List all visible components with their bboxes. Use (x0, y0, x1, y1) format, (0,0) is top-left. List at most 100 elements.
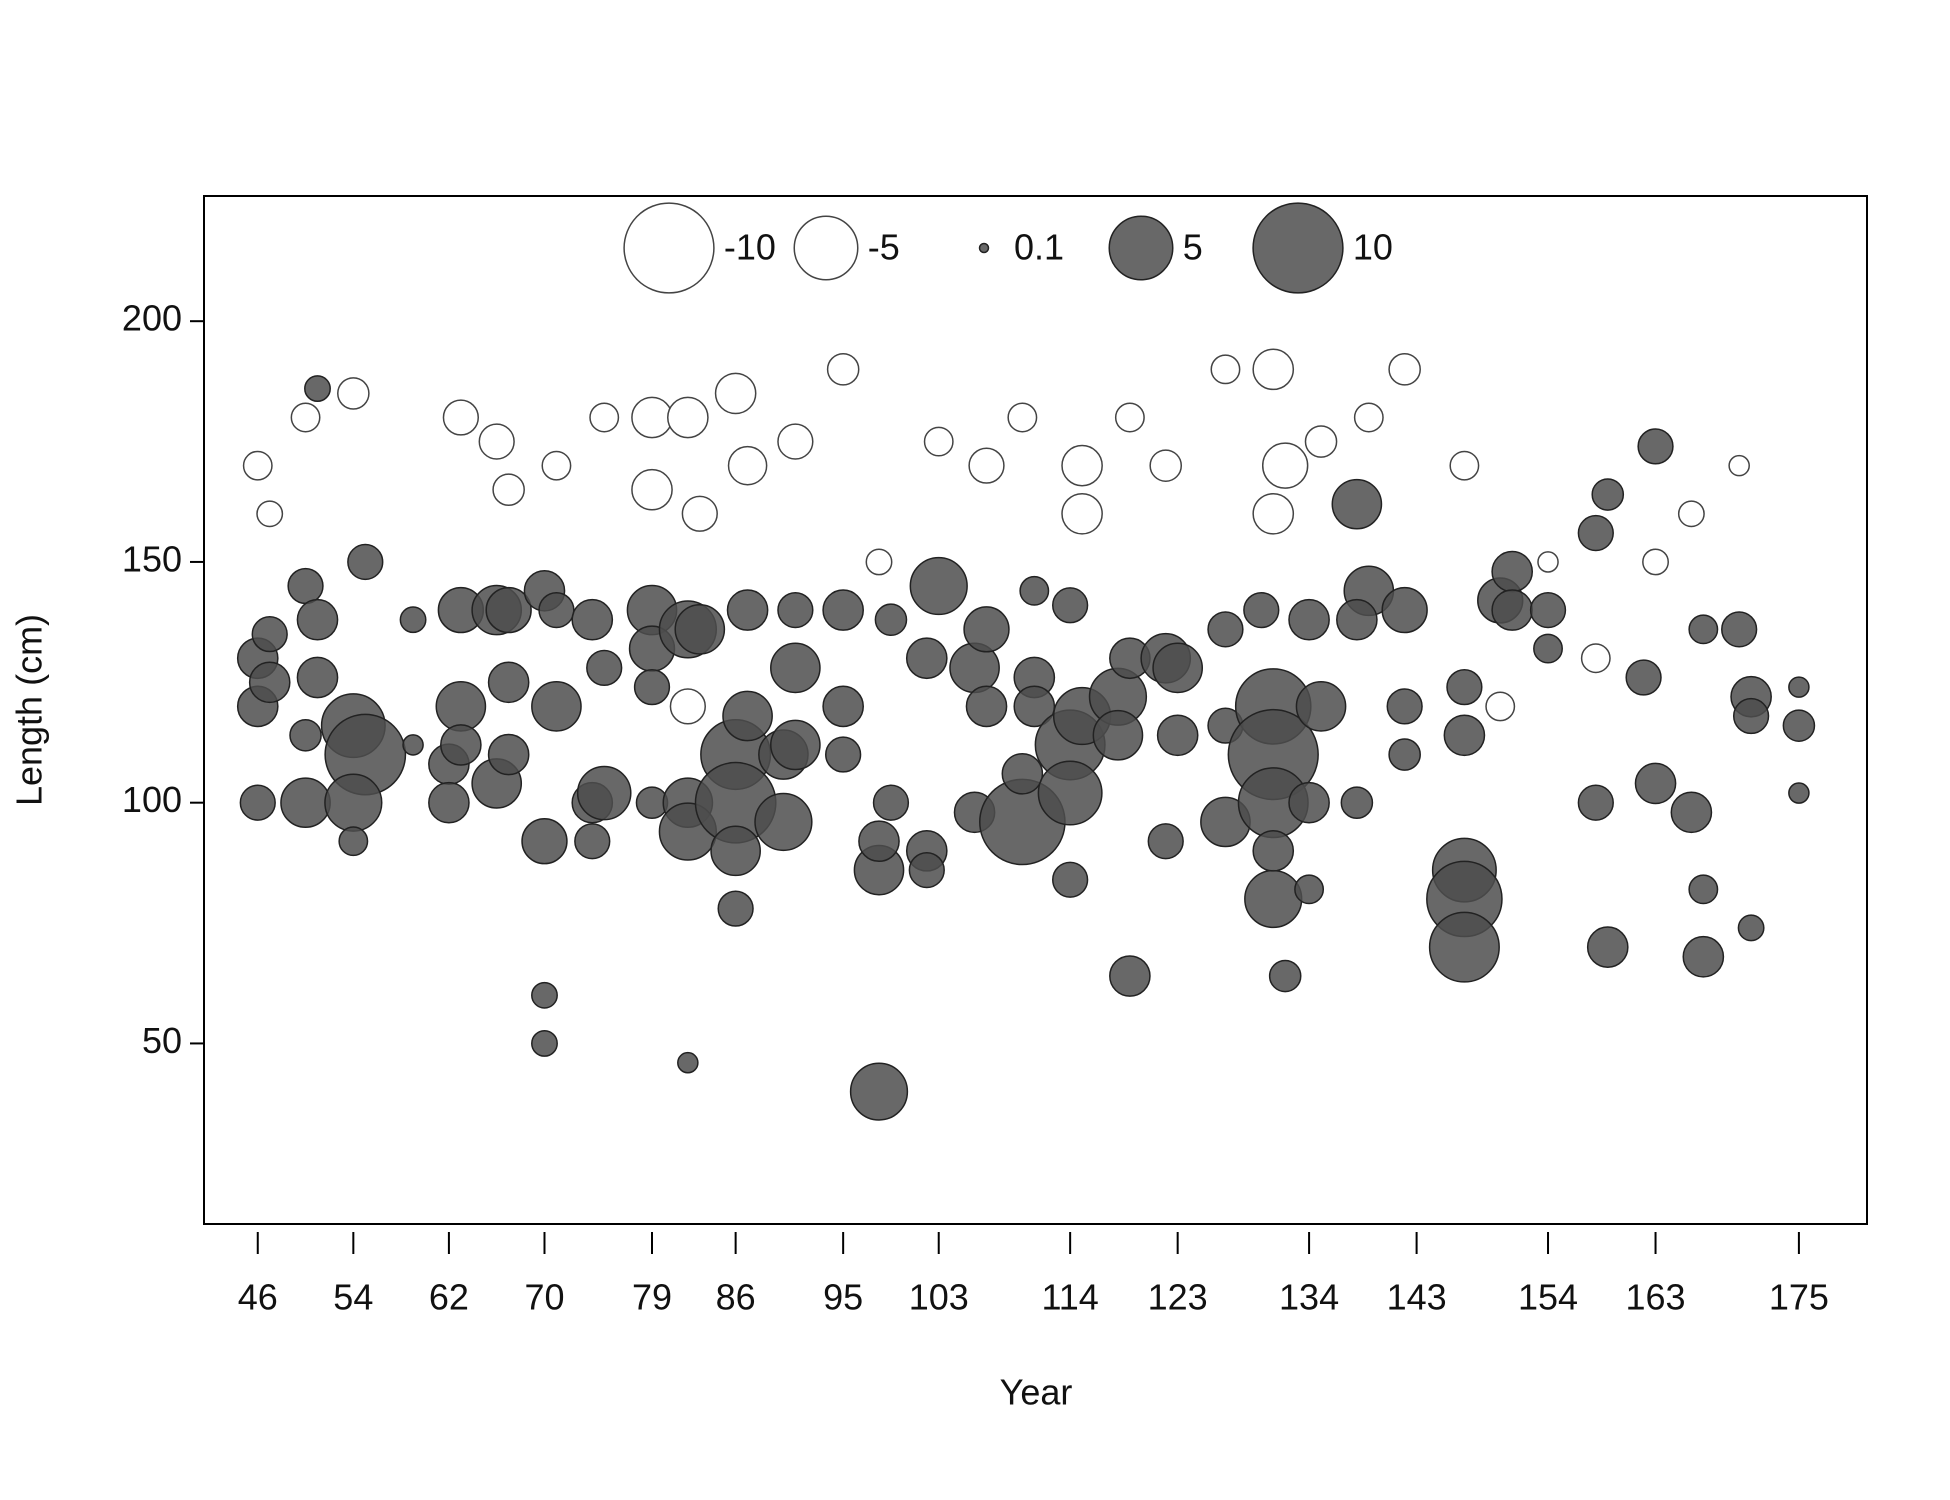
legend-label: 10 (1353, 227, 1393, 268)
bubble (1007, 402, 1038, 433)
bubble (874, 603, 908, 637)
x-tick-label: 123 (1148, 1277, 1208, 1318)
bubble (1533, 633, 1563, 664)
bubble (531, 1029, 558, 1057)
y-axis-label: Length (cm) (9, 614, 50, 806)
bubble (296, 598, 339, 641)
bubble (1388, 353, 1421, 386)
legend-label: -5 (868, 227, 900, 268)
bubble (631, 396, 673, 439)
bubble (1052, 861, 1089, 898)
bubble (1485, 691, 1516, 722)
bubble (1294, 874, 1325, 905)
plot-frame (203, 195, 1868, 1225)
bubble (1252, 830, 1295, 872)
bubble (722, 690, 773, 742)
bubble (492, 473, 525, 507)
legend-bubble (1108, 215, 1174, 281)
bubble (1428, 911, 1500, 983)
bubble (571, 598, 614, 641)
bubble (849, 1062, 909, 1121)
x-tick-label: 114 (1041, 1277, 1098, 1318)
bubble (1268, 959, 1302, 993)
bubble (1670, 791, 1713, 834)
bubble (826, 353, 860, 386)
bubble (1732, 697, 1770, 735)
bubble (1331, 478, 1383, 530)
bubble (1737, 914, 1765, 942)
bubble (574, 823, 611, 860)
bubble (1261, 442, 1309, 489)
bubble (521, 818, 568, 865)
bubble (965, 685, 1008, 728)
bubble (1210, 354, 1241, 385)
bubble (923, 426, 954, 457)
y-tick-label: 150 (122, 538, 182, 579)
bubble (1252, 348, 1295, 391)
bubble (714, 372, 757, 415)
bubble (674, 604, 726, 655)
bubble (1353, 402, 1384, 433)
bubble (777, 423, 814, 460)
bubble (304, 375, 331, 403)
bubble (667, 396, 709, 439)
bubble (1491, 550, 1534, 593)
bubble (1037, 760, 1103, 826)
x-tick-label: 175 (1769, 1277, 1829, 1318)
x-tick-label: 163 (1626, 1277, 1686, 1318)
bubble (589, 402, 620, 433)
bubble (1052, 587, 1089, 624)
bubble (858, 820, 900, 863)
legend-bubble (978, 242, 990, 254)
bubble (1625, 659, 1662, 696)
bubble (242, 450, 273, 481)
bubble (1682, 935, 1725, 978)
bubble (256, 500, 284, 528)
x-tick-label: 86 (716, 1277, 756, 1318)
bubble (1340, 786, 1374, 819)
legend-label: -10 (724, 227, 776, 268)
bubble (538, 591, 575, 629)
bubble (825, 736, 862, 773)
bubble (442, 399, 479, 436)
bubble (531, 681, 582, 732)
bubble (770, 719, 821, 771)
bubble (1336, 598, 1378, 641)
x-tick-label: 95 (823, 1277, 863, 1318)
bubble (1147, 823, 1184, 860)
bubble (478, 423, 515, 460)
legend-bubble (623, 202, 715, 294)
bubble (905, 637, 948, 680)
bubble (710, 825, 761, 877)
bubble (726, 589, 769, 631)
bubble (541, 450, 572, 481)
bubble (1019, 575, 1050, 606)
bubble (669, 688, 706, 725)
bubble (485, 586, 532, 634)
legend-label: 5 (1183, 227, 1203, 268)
bubble (1677, 500, 1705, 528)
legend-bubble (1252, 202, 1344, 294)
legend-bubble (793, 215, 859, 281)
y-tick-label: 200 (122, 298, 182, 339)
bubble (1243, 591, 1280, 629)
bubble (1577, 514, 1614, 552)
bubble (1156, 714, 1199, 757)
bubble (770, 642, 821, 694)
bubble (239, 784, 276, 821)
bubble (1252, 492, 1295, 535)
x-tick-label: 54 (333, 1277, 373, 1318)
bubble (681, 495, 718, 532)
bubble (822, 685, 864, 728)
bubble (717, 890, 754, 927)
bubble (1381, 586, 1428, 634)
bubble (586, 649, 623, 687)
bubble (435, 681, 487, 732)
bubble (1788, 676, 1810, 698)
bubble (1586, 926, 1629, 968)
bubble (1288, 598, 1330, 641)
bubble (337, 377, 370, 410)
bubble (289, 718, 322, 752)
bubble (822, 589, 864, 631)
bubble (1529, 591, 1567, 629)
